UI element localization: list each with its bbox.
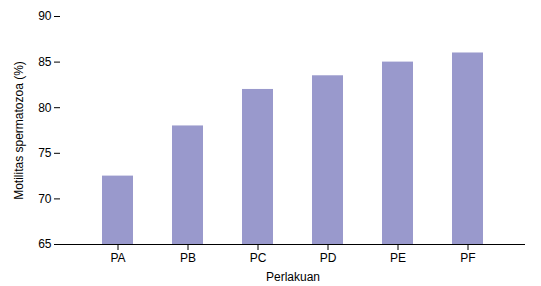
svg-text:PC: PC	[250, 251, 267, 265]
svg-text:75: 75	[38, 146, 52, 160]
svg-text:PA: PA	[110, 251, 125, 265]
svg-text:Motilitas spermatozoa (%): Motilitas spermatozoa (%)	[12, 61, 26, 200]
svg-text:PE: PE	[390, 251, 406, 265]
svg-text:85: 85	[38, 55, 52, 69]
svg-text:65: 65	[38, 237, 52, 251]
svg-text:PB: PB	[180, 251, 196, 265]
svg-text:Perlakuan: Perlakuan	[266, 270, 320, 284]
svg-text:70: 70	[38, 192, 52, 206]
svg-text:PF: PF	[460, 251, 475, 265]
svg-text:90: 90	[38, 9, 52, 23]
svg-text:80: 80	[38, 101, 52, 115]
svg-text:PD: PD	[320, 251, 337, 265]
